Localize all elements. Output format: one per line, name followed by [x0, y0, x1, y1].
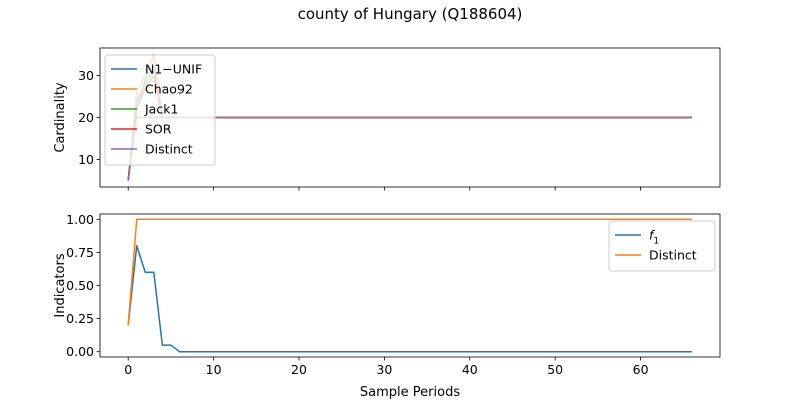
x-tick-label: 10 — [206, 362, 222, 377]
y-tick-label: 0.50 — [66, 278, 94, 293]
legend-label: Chao92 — [145, 82, 193, 97]
x-axis-label: Sample Periods — [360, 385, 460, 400]
y-tick-label: 20 — [78, 110, 94, 125]
y-tick-label: 10 — [78, 152, 94, 167]
y-tick-label: 0.00 — [66, 344, 94, 359]
series-line-1-1 — [127, 218, 692, 326]
indicators-panel: 0.00 0.25 0.50 0.75 1.00 0 10 20 30 40 50 60 Indicat… — [53, 212, 721, 400]
legend-label-subscript: 1 — [653, 237, 659, 247]
x-tick-label: 30 — [376, 362, 392, 377]
legend-box — [608, 220, 716, 272]
x-tick-label: 50 — [547, 362, 563, 377]
legend-box — [104, 54, 216, 166]
cardinality-panel: 10 20 30 Cardinality N1−UNIF Chao92 Jack1 SOR Di… — [53, 47, 721, 191]
x-tick-label: 40 — [462, 362, 478, 377]
legend-label: f1 — [649, 228, 659, 247]
y-tick-label: 1.00 — [66, 212, 94, 227]
legend-label: Distinct — [145, 142, 193, 157]
x-tick-label: 20 — [291, 362, 307, 377]
series-line-1-0 — [127, 245, 692, 353]
y-tick-label: 30 — [78, 68, 94, 83]
legend-label: Jack1 — [144, 102, 178, 117]
x-tick-label: 0 — [124, 362, 132, 377]
legend-label: N1−UNIF — [145, 62, 202, 77]
figure-title: county of Hungary (Q188604) — [298, 5, 523, 23]
y-axis-label: Cardinality — [53, 82, 68, 153]
x-tick-label: 60 — [633, 362, 649, 377]
y-tick-label: 0.25 — [66, 311, 94, 326]
legend-label: SOR — [145, 122, 172, 137]
legend-label: Distinct — [649, 248, 697, 263]
y-tick-label: 0.75 — [66, 245, 94, 260]
y-axis-label: Indicators — [53, 253, 68, 317]
legend-label-main: f — [649, 228, 655, 243]
legend: N1−UNIF Chao92 Jack1 SOR Distinct — [104, 54, 216, 166]
